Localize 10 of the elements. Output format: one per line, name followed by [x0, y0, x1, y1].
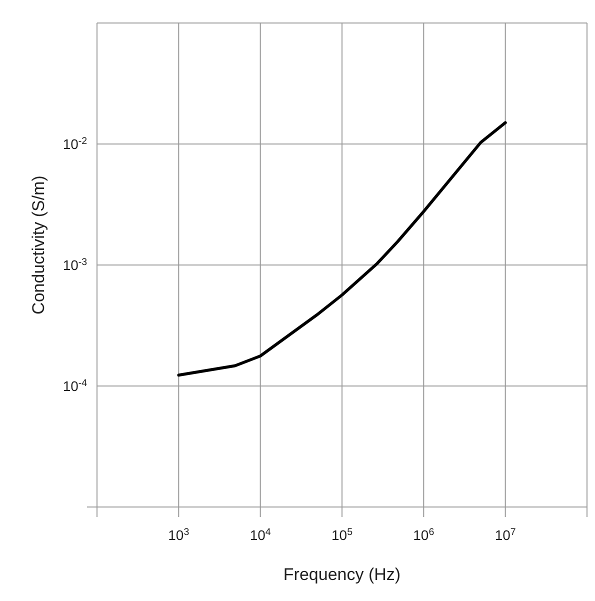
x-tick-label: 10$^{4}$ [250, 526, 272, 543]
y-tick-label: 10$^{-4}$ [62, 378, 88, 394]
x-tick-label: 10$^{5}$ [331, 526, 354, 543]
x-tick-label: 10$^{6}$ [413, 526, 435, 543]
x-axis-title: Frequency (Hz) [283, 565, 401, 584]
x-tick-label: 10$^{7}$ [494, 526, 516, 543]
y-axis-title: Conductivity (S/m) [29, 176, 48, 314]
y-tick-label: 10$^{-3}$ [62, 256, 88, 273]
y-tick-label: 10$^{-2}$ [62, 136, 88, 152]
x-tick-label: 10$^{3}$ [168, 526, 190, 543]
